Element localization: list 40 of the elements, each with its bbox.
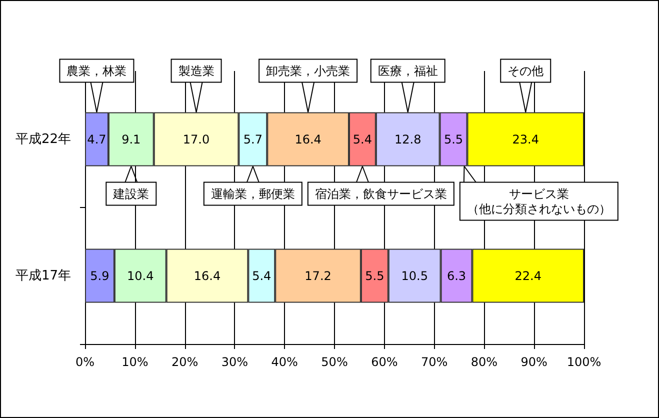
data-label: 5.5: [365, 268, 384, 283]
y-tick-label: 平成22年: [15, 132, 71, 147]
data-label: 23.4: [512, 132, 539, 146]
data-label: 17.0: [182, 132, 210, 146]
data-label: 5.5: [444, 132, 464, 146]
x-tick-label: 60%: [371, 355, 398, 369]
y-tick-label: 平成17年: [15, 268, 71, 284]
text: 医療，福祉: [378, 64, 438, 78]
x-tick-label: 80%: [470, 355, 498, 369]
data-label: 5.9: [90, 268, 110, 283]
series-label: 建設業: [112, 186, 150, 201]
x-tick-label: 50%: [321, 355, 348, 369]
data-label: 5.4: [352, 132, 372, 146]
data-label: 6.3: [446, 268, 466, 283]
data-label: 17.2: [304, 268, 332, 283]
x-tick-label: 90%: [520, 355, 548, 369]
text: 製造業: [178, 64, 214, 78]
x-tick-label: 30%: [221, 355, 248, 369]
data-label: 5.4: [252, 268, 272, 283]
data-label: 12.8: [394, 132, 422, 146]
text: 卸売業，小売業: [266, 64, 350, 78]
data-label: 10.4: [127, 268, 154, 283]
text: 宿泊業，飲食サービス業: [314, 186, 447, 201]
data-label: 16.4: [294, 132, 322, 146]
x-tick-label: 100%: [566, 355, 602, 369]
x-tick-label: 40%: [271, 355, 298, 369]
data-label: 9.1: [122, 132, 141, 146]
data-label: 16.4: [194, 268, 221, 283]
text: その他: [508, 64, 544, 78]
data-label: 4.7: [87, 132, 106, 146]
x-tick-label: 70%: [420, 355, 448, 369]
data-label: 10.5: [401, 268, 428, 283]
text: 運輸業，郵便業: [210, 186, 295, 201]
data-label: 5.7: [243, 132, 262, 146]
x-tick-label: 0%: [75, 355, 95, 369]
x-tick-label: 10%: [122, 355, 148, 369]
series-label: サービス業（他に分類されないもの）: [466, 186, 611, 216]
data-label: 22.4: [514, 268, 542, 283]
text: 農業，林業: [66, 64, 127, 78]
x-tick-label: 20%: [171, 355, 198, 369]
